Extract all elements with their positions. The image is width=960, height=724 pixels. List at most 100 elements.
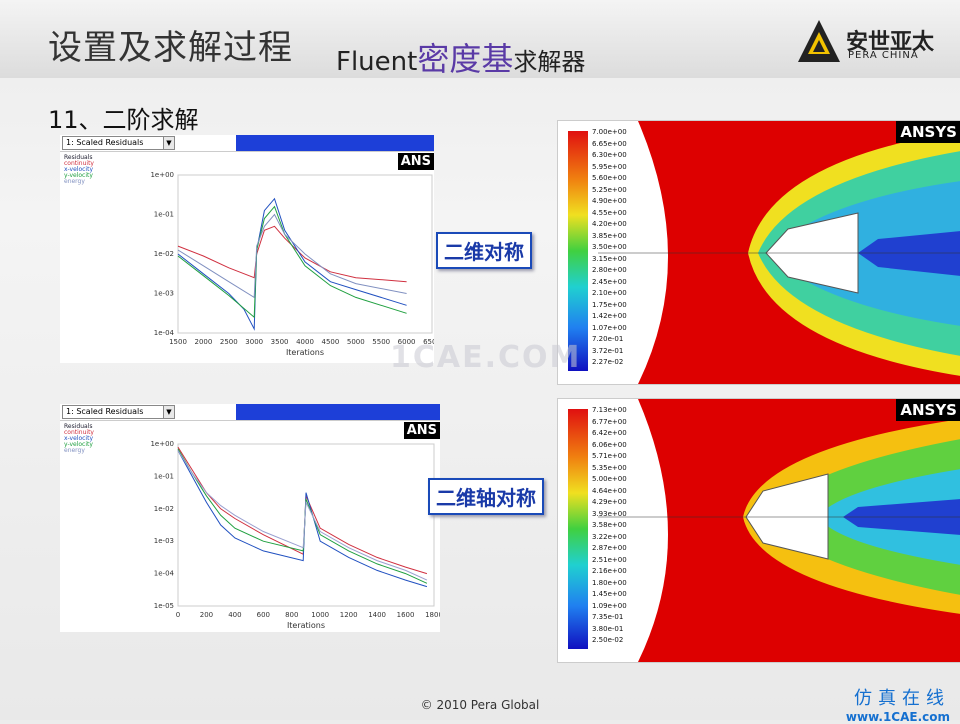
colorbar-label: 5.95e+00 <box>592 162 627 171</box>
series-line-energy <box>177 213 407 299</box>
plot-selector-dropdown[interactable]: 1: Scaled Residuals ▼ <box>62 405 175 419</box>
colorbar-label: 3.80e-01 <box>592 624 624 633</box>
colorbar-label: 3.72e-01 <box>592 346 624 355</box>
legend-item: x-velocity <box>64 435 94 442</box>
y-tick-label: 1e-01 <box>154 211 174 219</box>
subtitle-fluent: Fluent <box>336 47 418 77</box>
x-axis-label: Iterations <box>286 348 324 357</box>
subtitle-solver: 求解器 <box>513 48 586 76</box>
chevron-down-icon[interactable]: ▼ <box>163 136 175 150</box>
colorbar-label: 3.15e+00 <box>592 254 627 263</box>
colorbar-label: 2.51e+00 <box>592 555 627 564</box>
contour-graphic-2 <box>558 399 960 662</box>
x-tick-label: 1500 <box>169 338 187 346</box>
x-tick-label: 1000 <box>311 611 329 619</box>
residuals-chart-2: 1e+00 1e-01 1e-02 1e-03 1e-04 1e-050 200 400 600… <box>150 440 440 630</box>
site-brand-name: 仿真在线 <box>854 688 950 709</box>
colorbar-label: 3.22e+00 <box>592 532 627 541</box>
panel-toolbar: 1: Scaled Residuals ▼ <box>60 135 434 152</box>
colorbar-label: 5.25e+00 <box>592 185 627 194</box>
plot-area <box>177 443 435 607</box>
colorbar-label: 4.55e+00 <box>592 208 627 217</box>
colorbar-label: 2.10e+00 <box>592 289 627 297</box>
series-line-energy <box>177 450 428 581</box>
colorbar-label: 2.80e+00 <box>592 266 627 274</box>
logo-name: 安世亚太 <box>846 30 935 55</box>
colorbar-label: 4.29e+00 <box>592 498 627 506</box>
section-title: 11、二阶求解 <box>48 106 199 134</box>
series-line-y-velocity <box>177 448 428 584</box>
colorbar-label: 4.90e+00 <box>592 197 627 205</box>
series-line-continuity <box>177 225 407 283</box>
y-tick-label: 1e-02 <box>154 505 174 513</box>
x-tick-label: 6500 <box>423 338 434 346</box>
contour-plot-1: 7.00e+00 6.65e+00 6.30e+00 5.95e+00 5.60e+00… <box>557 120 960 385</box>
ansys-logo: ANSYS <box>896 121 960 143</box>
x-axis-label: Iterations <box>287 621 325 630</box>
series-line-x-velocity <box>177 450 428 588</box>
y-tick-label: 1e-05 <box>154 602 174 610</box>
colorbar-labels: 7.13e+00 6.77e+00 6.42e+00 6.06e+00 5.71e+00… <box>592 405 627 647</box>
colorbar <box>568 409 588 649</box>
y-tick-label: 1e-04 <box>154 329 175 337</box>
colorbar-label: 5.60e+00 <box>592 174 627 182</box>
site-brand: 仿真在线 www.1CAE.com <box>846 684 950 724</box>
colorbar-label: 6.65e+00 <box>592 139 627 148</box>
header-band <box>0 0 960 78</box>
series-line-x-velocity <box>177 197 407 331</box>
x-tick-label: 4500 <box>321 338 339 346</box>
colorbar-label: 6.06e+00 <box>592 440 627 449</box>
plot-selector-dropdown[interactable]: 1: Scaled Residuals ▼ <box>62 136 175 150</box>
panel-toolbar: 1: Scaled Residuals ▼ <box>60 404 440 421</box>
x-tick-label: 200 <box>200 611 213 619</box>
colorbar-label: 5.00e+00 <box>592 475 627 483</box>
y-tick-label: 1e-03 <box>154 290 174 298</box>
x-tick-label: 4000 <box>296 338 314 346</box>
colorbar-label: 6.77e+00 <box>592 417 627 426</box>
legend-item: Residuals <box>64 154 93 161</box>
colorbar-label: 3.50e+00 <box>592 243 627 251</box>
legend-item: continuity <box>64 429 94 436</box>
subtitle-density-based: 密度基 <box>417 40 514 78</box>
colorbar-label: 7.20e-01 <box>592 335 624 343</box>
ansys-logo: ANS <box>397 153 434 170</box>
window-titlebar <box>236 135 434 151</box>
y-tick-label: 1e-02 <box>154 250 174 258</box>
window-titlebar <box>236 404 440 420</box>
colorbar-label: 7.00e+00 <box>592 128 627 136</box>
site-brand-url: www.1CAE.com <box>845 710 950 724</box>
colorbar-label: 5.71e+00 <box>592 452 627 460</box>
colorbar-label: 1.09e+00 <box>592 601 627 610</box>
x-tick-label: 3500 <box>271 338 289 346</box>
colorbar-label: 7.35e-01 <box>592 613 624 621</box>
ansys-logo: ANS <box>403 422 440 439</box>
x-tick-label: 1600 <box>397 611 415 619</box>
colorbar-label: 4.20e+00 <box>592 220 627 228</box>
x-tick-label: 2000 <box>194 338 212 346</box>
colorbar-label: 3.85e+00 <box>592 231 627 240</box>
y-tick-label: 1e-03 <box>154 537 174 545</box>
colorbar-label: 5.35e+00 <box>592 463 627 472</box>
colorbar-label: 2.45e+00 <box>592 277 627 286</box>
colorbar-label: 2.87e+00 <box>592 544 627 552</box>
x-tick-label: 5500 <box>372 338 390 346</box>
x-tick-label: 400 <box>228 611 241 619</box>
colorbar-label: 1.07e+00 <box>592 323 627 332</box>
colorbar-label: 1.42e+00 <box>592 312 627 320</box>
colorbar-label: 1.75e+00 <box>592 300 627 309</box>
legend-item: x-velocity <box>64 166 94 173</box>
residuals-panel-2: 1: Scaled Residuals ▼ Residuals continui… <box>60 404 440 632</box>
y-tick-label: 1e-01 <box>154 472 174 480</box>
footer-copyright: © 2010 Pera Global <box>420 698 540 712</box>
dropdown-value: 1: Scaled Residuals <box>66 138 144 147</box>
y-tick-label: 1e+00 <box>150 440 174 448</box>
chart-legend: Residuals continuity x-velocity y-veloci… <box>64 155 94 185</box>
x-tick-label: 0 <box>176 611 180 619</box>
colorbar-label: 2.27e-02 <box>592 358 624 366</box>
triangle-logo-icon <box>798 20 840 62</box>
x-tick-label: 3000 <box>245 338 263 346</box>
x-tick-label: 2500 <box>220 338 238 346</box>
x-tick-label: 1400 <box>368 611 386 619</box>
chevron-down-icon[interactable]: ▼ <box>163 405 175 419</box>
